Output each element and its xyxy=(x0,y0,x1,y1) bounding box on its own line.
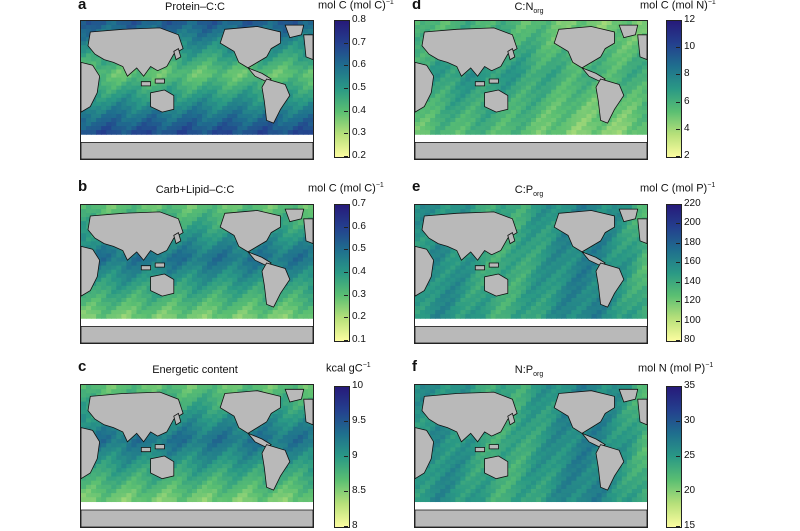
landmass xyxy=(81,326,313,343)
landmass xyxy=(81,142,313,159)
landmass xyxy=(475,266,484,270)
colorbar-tick-label: 6 xyxy=(684,97,690,107)
world-map xyxy=(80,204,314,344)
panel-title: Carb+Lipid–C:C xyxy=(80,184,310,196)
colorbar-tick-label: 12 xyxy=(684,15,695,25)
colorbar-tick-label: 80 xyxy=(684,335,695,345)
colorbar-tick-label: 0.5 xyxy=(352,244,366,254)
colorbar-tick-label: 0.2 xyxy=(352,151,366,161)
landmass xyxy=(141,448,150,452)
colorbar-tick-label: 9 xyxy=(352,451,358,461)
panel-title: N:Porg xyxy=(414,364,644,378)
colorbar-tick-label: 0.4 xyxy=(352,267,366,277)
colorbar xyxy=(334,20,350,158)
colorbar-units: mol C (mol P)−1 xyxy=(640,182,715,195)
colorbar-units: mol C (mol C)−1 xyxy=(318,0,394,12)
landmass xyxy=(415,142,647,159)
landmass xyxy=(155,445,164,449)
colorbar-tick-label: 0.7 xyxy=(352,38,366,48)
colorbar-tick-label: 0.2 xyxy=(352,312,366,322)
panel-title: C:Norg xyxy=(414,1,644,15)
colorbar-tick-label: 2 xyxy=(684,151,690,161)
colorbar-tick-label: 30 xyxy=(684,416,695,426)
colorbar-units: mol C (mol C)−1 xyxy=(308,182,384,195)
panel-title: C:Porg xyxy=(414,184,644,198)
world-map xyxy=(414,20,648,160)
colorbar-tick-label: 0.5 xyxy=(352,83,366,93)
colorbar-units: mol C (mol N)−1 xyxy=(640,0,716,12)
colorbar-units: kcal gC−1 xyxy=(326,362,371,375)
colorbar-tick-label: 20 xyxy=(684,486,695,496)
colorbar xyxy=(334,204,350,342)
panel-title: Energetic content xyxy=(80,364,310,376)
landmass xyxy=(475,82,484,86)
colorbar-units: mol N (mol P)−1 xyxy=(638,362,713,375)
colorbar-tick-label: 0.6 xyxy=(352,222,366,232)
colorbar-tick-label: 35 xyxy=(684,381,695,391)
colorbar-tick-label: 8.5 xyxy=(352,486,366,496)
colorbar-tick-label: 0.7 xyxy=(352,199,366,209)
colorbar-tick-label: 0.3 xyxy=(352,290,366,300)
colorbar-tick-label: 8 xyxy=(684,69,690,79)
colorbar-tick-label: 0.8 xyxy=(352,15,366,25)
colorbar-tick-label: 220 xyxy=(684,199,701,209)
colorbar-tick-label: 180 xyxy=(684,238,701,248)
colorbar-tick-label: 15 xyxy=(684,521,695,531)
landmass xyxy=(415,326,647,343)
landmass xyxy=(155,79,164,83)
panel-title: Protein–C:C xyxy=(80,1,310,13)
colorbar-tick-label: 0.4 xyxy=(352,106,366,116)
colorbar-tick-label: 25 xyxy=(684,451,695,461)
world-map xyxy=(80,20,314,160)
landmass xyxy=(81,510,313,527)
landmass xyxy=(155,263,164,267)
landmass xyxy=(489,263,498,267)
landmass xyxy=(141,266,150,270)
colorbar xyxy=(334,386,350,528)
colorbar xyxy=(666,386,682,528)
colorbar-tick-label: 4 xyxy=(684,124,690,134)
colorbar-tick-label: 200 xyxy=(684,218,701,228)
landmass xyxy=(489,79,498,83)
landmass xyxy=(415,510,647,527)
colorbar-tick-label: 100 xyxy=(684,316,701,326)
colorbar-tick-label: 120 xyxy=(684,296,701,306)
world-map xyxy=(80,384,314,528)
colorbar-tick-label: 8 xyxy=(352,521,358,531)
landmass xyxy=(475,448,484,452)
world-map xyxy=(414,384,648,528)
colorbar-tick-label: 140 xyxy=(684,277,701,287)
colorbar-tick-label: 0.6 xyxy=(352,60,366,70)
colorbar-tick-label: 0.3 xyxy=(352,128,366,138)
colorbar-tick-label: 10 xyxy=(352,381,363,391)
colorbar-tick-label: 9.5 xyxy=(352,416,366,426)
world-map xyxy=(414,204,648,344)
colorbar xyxy=(666,20,682,158)
landmass xyxy=(489,445,498,449)
colorbar-tick-label: 0.1 xyxy=(352,335,366,345)
colorbar-tick-label: 160 xyxy=(684,257,701,267)
colorbar-tick-label: 10 xyxy=(684,42,695,52)
landmass xyxy=(141,82,150,86)
